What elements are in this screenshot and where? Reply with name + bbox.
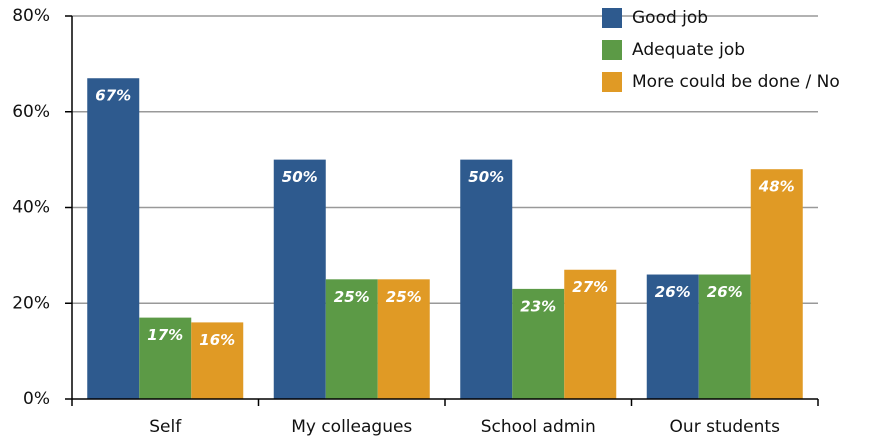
- bar: [750, 169, 803, 399]
- legend-swatch: [602, 72, 622, 92]
- bar: [191, 322, 244, 399]
- value-label: 26%: [707, 283, 743, 301]
- value-label: 17%: [147, 326, 183, 344]
- value-label: 50%: [468, 168, 504, 186]
- bar: [512, 288, 565, 399]
- value-label: 50%: [282, 168, 318, 186]
- legend-label: More could be done / No: [632, 72, 840, 92]
- value-label: 16%: [199, 331, 235, 349]
- x-tick-label: My colleagues: [291, 417, 412, 437]
- y-tick-label: 20%: [12, 293, 50, 313]
- value-label: 48%: [758, 178, 795, 196]
- x-tick-label: School admin: [481, 417, 596, 437]
- value-label: 23%: [520, 297, 556, 315]
- bar: [646, 274, 699, 399]
- legend-swatch: [602, 8, 622, 28]
- value-label: 25%: [334, 288, 370, 306]
- bar: [377, 279, 430, 399]
- legend-swatch: [602, 40, 622, 60]
- x-tick-label: Self: [149, 417, 182, 437]
- x-tick-label: Our students: [670, 417, 781, 437]
- bar: [564, 269, 617, 399]
- bar: [325, 279, 378, 399]
- bar: [460, 159, 513, 399]
- value-label: 26%: [655, 283, 691, 301]
- y-tick-label: 60%: [12, 102, 50, 122]
- bar: [698, 274, 751, 399]
- bar: [273, 159, 326, 399]
- y-tick-label: 80%: [12, 6, 50, 26]
- value-label: 67%: [95, 87, 131, 105]
- value-label: 25%: [386, 288, 422, 306]
- y-tick-label: 0%: [23, 389, 50, 409]
- legend-label: Good job: [632, 8, 708, 28]
- legend-label: Adequate job: [632, 40, 745, 60]
- y-tick-label: 40%: [12, 198, 50, 218]
- value-label: 27%: [572, 278, 608, 296]
- bar: [139, 317, 192, 399]
- bar: [87, 78, 140, 400]
